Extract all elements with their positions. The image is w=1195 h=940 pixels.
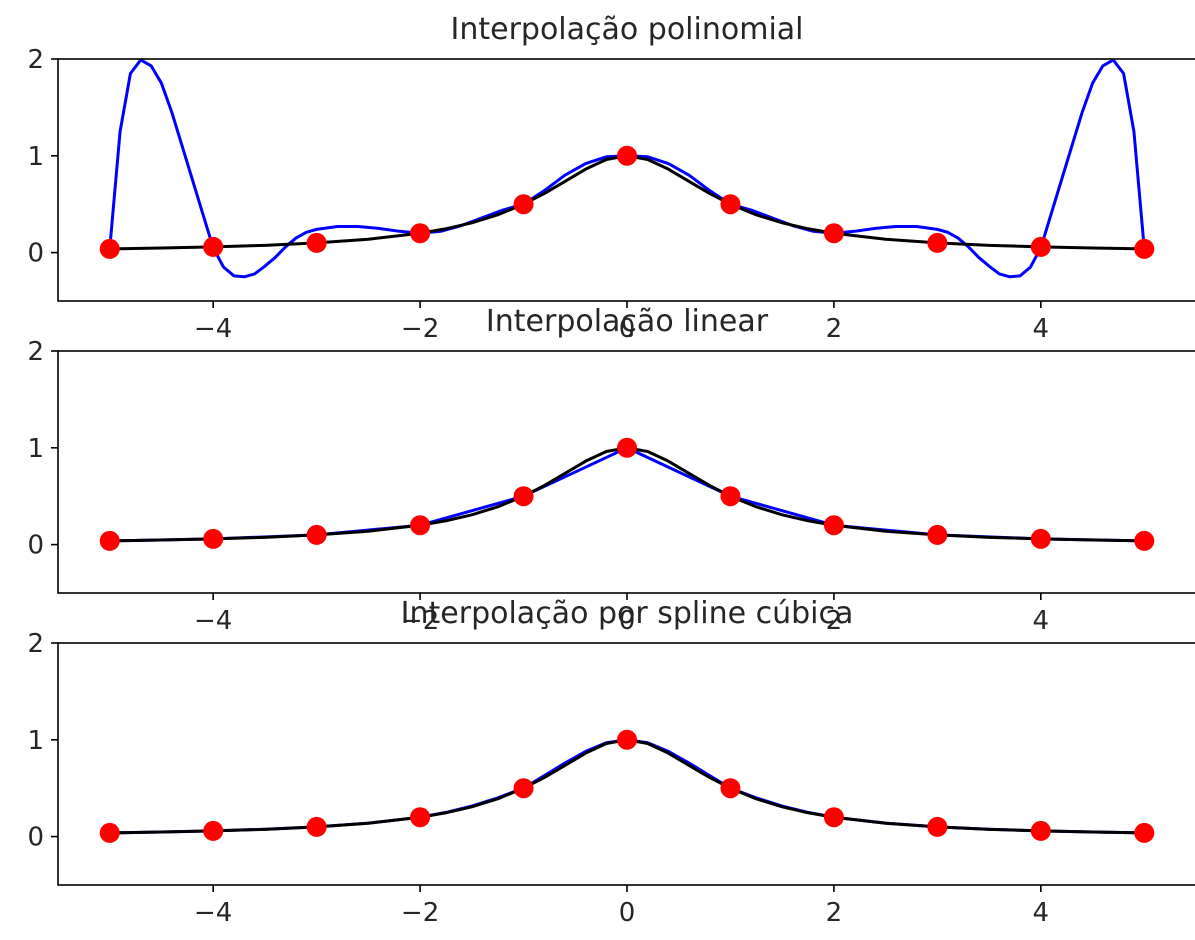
x-tick-label: 4 [1033, 898, 1050, 928]
subplot-2: −4 −2 0 2 4 0 1 2 Interpolação linear [27, 304, 1195, 636]
x-tick-label: 0 [619, 898, 636, 928]
data-point [203, 820, 224, 841]
data-point [99, 822, 120, 843]
data-point [1030, 236, 1051, 257]
x-tick-label: −4 [194, 898, 232, 928]
data-point [513, 486, 534, 507]
y-tick-label: 2 [27, 629, 44, 659]
data-point [99, 530, 120, 551]
y-tick-label: 2 [27, 45, 44, 75]
data-point [617, 145, 637, 166]
data-point [927, 816, 948, 837]
data-point [927, 524, 948, 545]
subplots: −4 −2 0 2 4 0 1 2 Interpolação polinomial −4 −2 0 2 4… [27, 12, 1195, 928]
y-tick-label: 1 [27, 726, 44, 756]
data-point [720, 778, 741, 799]
data-point [513, 194, 534, 215]
y-tick-label: 0 [27, 531, 44, 561]
x-tick-label: 0 [619, 314, 636, 344]
data-point [823, 223, 844, 244]
data-point [720, 486, 741, 507]
y-tick-label: 2 [27, 337, 44, 367]
data-point [823, 807, 844, 828]
x-tick-label: 2 [826, 606, 843, 636]
y-tick-label: 1 [27, 142, 44, 172]
data-point [410, 515, 431, 536]
subplot-title: Interpolação por spline cúbica [401, 596, 854, 631]
x-tick-label: −4 [194, 314, 232, 344]
data-point [410, 223, 431, 244]
data-point [203, 236, 224, 257]
data-point [1134, 822, 1155, 843]
x-tick-label: 0 [619, 606, 636, 636]
data-point [927, 232, 948, 253]
y-tick-label: 1 [27, 434, 44, 464]
subplot-1: −4 −2 0 2 4 0 1 2 Interpolação polinomial [27, 12, 1195, 344]
x-tick-label: 2 [826, 314, 843, 344]
x-tick-label: 2 [826, 898, 843, 928]
x-tick-label: −2 [401, 606, 439, 636]
y-tick-label: 0 [27, 823, 44, 853]
data-point [823, 515, 844, 536]
data-point [1030, 820, 1051, 841]
data-point [99, 238, 120, 259]
data-point [617, 729, 637, 750]
x-tick-label: −4 [194, 606, 232, 636]
data-point [1030, 528, 1051, 549]
x-tick-label: −2 [401, 898, 439, 928]
data-point [513, 778, 534, 799]
data-point [720, 194, 741, 215]
x-tick-label: −2 [401, 314, 439, 344]
subplot-title: Interpolação polinomial [450, 12, 803, 47]
data-point [306, 524, 327, 545]
data-point [203, 528, 224, 549]
data-point [306, 816, 327, 837]
data-point [617, 437, 637, 458]
y-tick-label: 0 [27, 239, 44, 269]
data-point [1134, 530, 1155, 551]
x-tick-label: 4 [1033, 314, 1050, 344]
data-point [410, 807, 431, 828]
x-tick-label: 4 [1033, 606, 1050, 636]
data-point [1134, 238, 1155, 259]
subplot-title: Interpolação linear [486, 304, 769, 339]
data-point [306, 232, 327, 253]
